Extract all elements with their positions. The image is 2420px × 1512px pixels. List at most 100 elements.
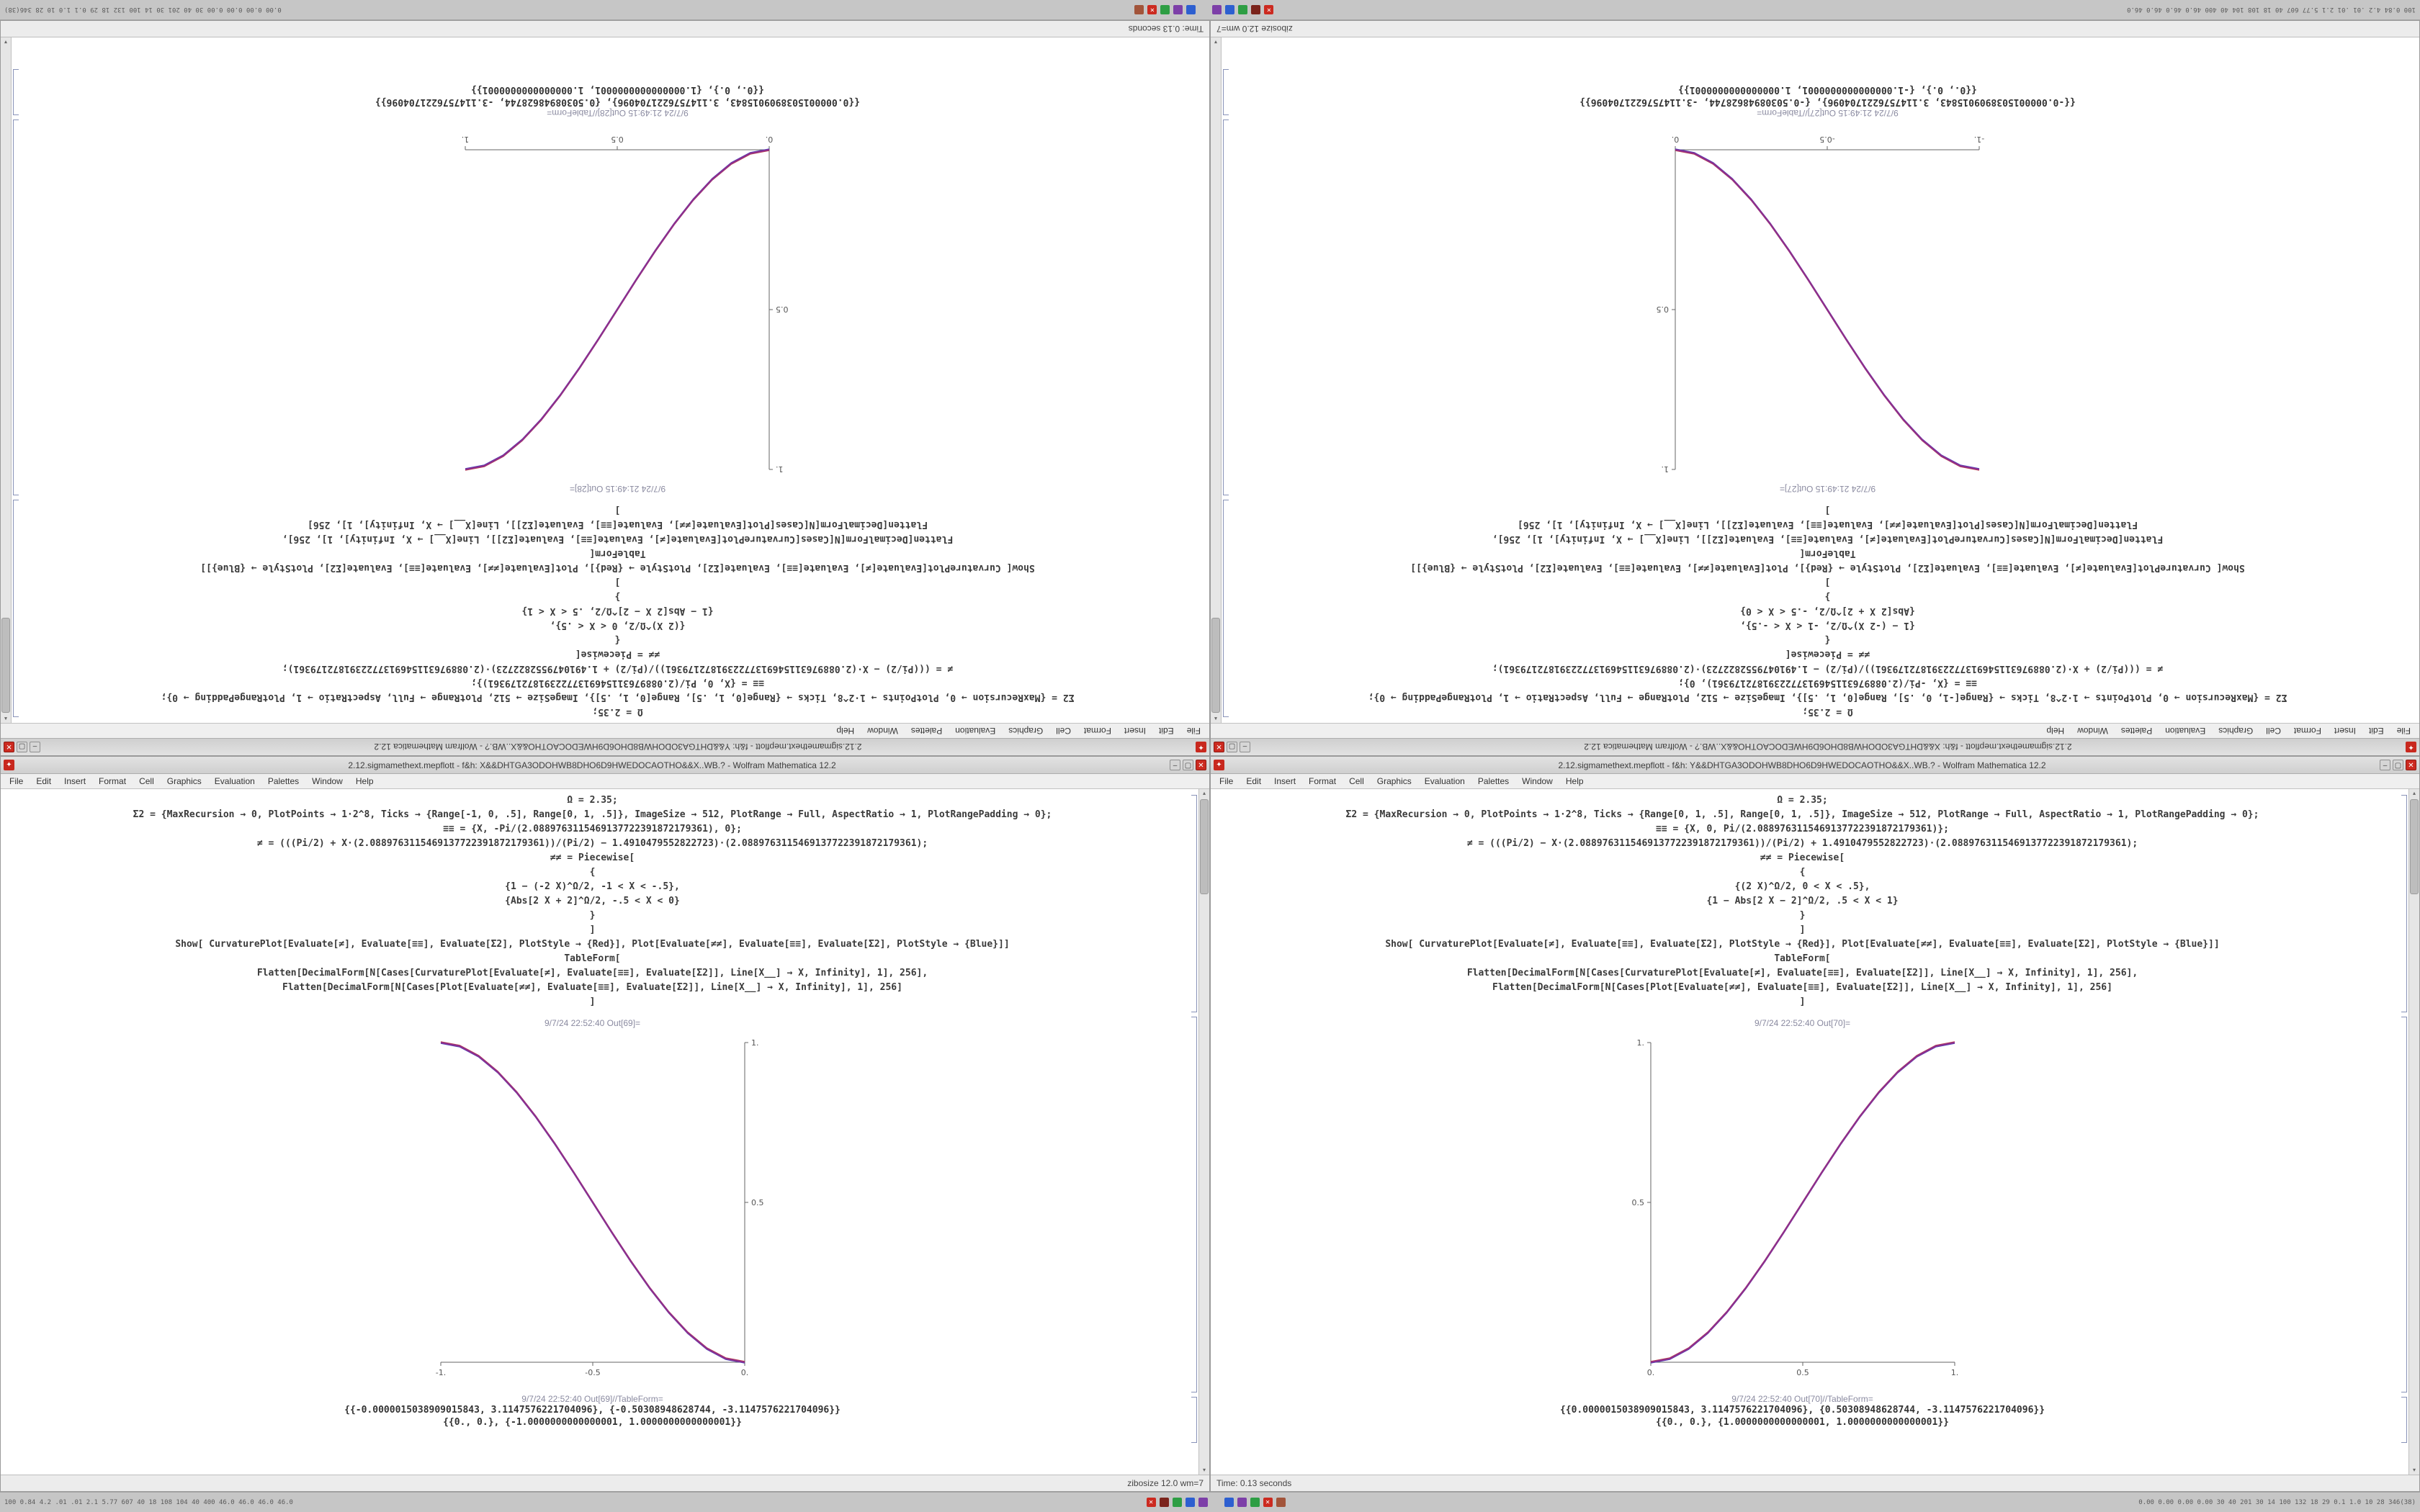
tray-icon-maroon[interactable] [1251, 5, 1261, 14]
minimize-button[interactable]: – [1240, 742, 1250, 752]
tray-icon-brown[interactable] [1276, 1498, 1286, 1507]
menu-file[interactable]: File [9, 776, 24, 786]
cell-bracket-plot[interactable] [13, 120, 19, 495]
cell-bracket-table[interactable] [2401, 1397, 2407, 1443]
menu-graphics[interactable]: Graphics [1376, 776, 1412, 786]
menu-help[interactable]: Help [2046, 726, 2065, 736]
tray-icon-close-red[interactable]: ✕ [1146, 1498, 1156, 1507]
tray-icon-blue-2[interactable] [1224, 1498, 1234, 1507]
notebook-area[interactable]: Ω = 2.35; Σ2 = {MaxRecursion → 0, PlotPo… [1, 789, 1184, 1475]
menu-evaluation[interactable]: Evaluation [2165, 726, 2206, 736]
close-button[interactable]: ✕ [4, 742, 14, 752]
menu-help[interactable]: Help [355, 776, 374, 786]
maximize-button[interactable]: ▢ [17, 742, 27, 752]
tray-icon-blue[interactable] [1185, 1498, 1195, 1507]
menu-edit[interactable]: Edit [36, 776, 52, 786]
vertical-scrollbar[interactable]: ▴ ▾ [1, 37, 12, 723]
menu-file[interactable]: File [1186, 726, 1201, 736]
cell-bracket-column[interactable] [1184, 789, 1198, 1475]
menu-format[interactable]: Format [1083, 726, 1111, 736]
tray-icon-purple-2[interactable] [1237, 1498, 1247, 1507]
menu-edit[interactable]: Edit [2368, 726, 2384, 736]
cell-bracket-table[interactable] [1191, 1397, 1197, 1443]
scroll-thumb[interactable] [1211, 618, 1220, 713]
scroll-up-arrow[interactable]: ▴ [4, 716, 8, 722]
window-titlebar[interactable]: ✦ 2.12.sigmamethext.mepflott - f&h: Y&&D… [1211, 757, 2419, 774]
tray-icon-purple[interactable] [1198, 1498, 1208, 1507]
notebook-area[interactable]: Ω = 2.35; Σ2 = {MaxRecursion → 0, PlotPo… [1236, 37, 2419, 723]
cell-bracket-table[interactable] [13, 69, 19, 115]
menu-cell[interactable]: Cell [1056, 726, 1071, 736]
menu-window[interactable]: Window [867, 726, 898, 736]
close-button[interactable]: ✕ [1196, 760, 1206, 770]
menu-cell[interactable]: Cell [139, 776, 154, 786]
menu-cell[interactable]: Cell [1349, 776, 1364, 786]
cell-bracket-input[interactable] [2401, 795, 2407, 1012]
scroll-up-arrow[interactable]: ▴ [1214, 716, 1218, 722]
menu-graphics[interactable]: Graphics [2218, 726, 2254, 736]
minimize-button[interactable]: – [30, 742, 40, 752]
cell-bracket-input[interactable] [13, 500, 19, 717]
notebook-area[interactable]: Ω = 2.35; Σ2 = {MaxRecursion → 0, PlotPo… [1211, 789, 2394, 1475]
menu-palettes[interactable]: Palettes [1477, 776, 1510, 786]
menu-graphics[interactable]: Graphics [1008, 726, 1044, 736]
minimize-button[interactable]: – [1170, 760, 1180, 770]
menu-insert[interactable]: Insert [64, 776, 86, 786]
menu-cell[interactable]: Cell [2266, 726, 2281, 736]
menu-window[interactable]: Window [1522, 776, 1553, 786]
tray-icon-blue[interactable] [1225, 5, 1235, 14]
menu-window[interactable]: Window [2077, 726, 2108, 736]
menu-file[interactable]: File [2396, 726, 2411, 736]
menu-help[interactable]: Help [836, 726, 855, 736]
scroll-down-arrow[interactable]: ▾ [2412, 1467, 2416, 1473]
menu-format[interactable]: Format [2293, 726, 2321, 736]
cell-bracket-column[interactable] [2394, 789, 2408, 1475]
input-cell[interactable]: Ω = 2.35; Σ2 = {MaxRecursion → 0, PlotPo… [26, 503, 1209, 719]
cell-bracket-plot[interactable] [2401, 1017, 2407, 1392]
cell-bracket-column[interactable] [1222, 37, 1236, 723]
tray-icon-red-2[interactable]: ✕ [1147, 5, 1157, 14]
tray-icon-green-2[interactable] [1160, 5, 1170, 14]
menu-file[interactable]: File [1219, 776, 1234, 786]
menu-evaluation[interactable]: Evaluation [1424, 776, 1465, 786]
tray-icon-brown[interactable] [1134, 5, 1144, 14]
window-titlebar[interactable]: ✦ 2.12.sigmamethext.mepflott - f&h: Y&&D… [1, 738, 1209, 755]
scroll-thumb[interactable] [1, 618, 10, 713]
cell-bracket-plot[interactable] [1191, 1017, 1197, 1392]
minimize-button[interactable]: – [2380, 760, 2390, 770]
tray-icon-green-2[interactable] [1250, 1498, 1260, 1507]
input-cell[interactable]: Ω = 2.35; Σ2 = {MaxRecursion → 0, PlotPo… [1211, 793, 2394, 1009]
scroll-down-arrow[interactable]: ▾ [1214, 39, 1218, 45]
scroll-up-arrow[interactable]: ▴ [2412, 790, 2416, 796]
menu-help[interactable]: Help [1565, 776, 1584, 786]
input-cell[interactable]: Ω = 2.35; Σ2 = {MaxRecursion → 0, PlotPo… [1236, 503, 2419, 719]
scroll-up-arrow[interactable]: ▴ [1202, 790, 1206, 796]
maximize-button[interactable]: ▢ [1227, 742, 1237, 752]
menu-palettes[interactable]: Palettes [2120, 726, 2153, 736]
vertical-scrollbar[interactable]: ▴ ▾ [1211, 37, 1222, 723]
tray-icon-maroon[interactable] [1159, 1498, 1169, 1507]
menu-edit[interactable]: Edit [1246, 776, 1262, 786]
tray-icon-blue-2[interactable] [1186, 5, 1196, 14]
menu-insert[interactable]: Insert [2334, 726, 2356, 736]
cell-bracket-input[interactable] [1223, 500, 1229, 717]
window-titlebar[interactable]: ✦ 2.12.sigmamethext.mepflott - f&h: X&&D… [1211, 738, 2419, 755]
tray-icon-green[interactable] [1238, 5, 1248, 14]
menu-insert[interactable]: Insert [1124, 726, 1146, 736]
maximize-button[interactable]: ▢ [1183, 760, 1193, 770]
close-button[interactable]: ✕ [2406, 760, 2416, 770]
menu-evaluation[interactable]: Evaluation [955, 726, 996, 736]
cell-bracket-plot[interactable] [1223, 120, 1229, 495]
menu-edit[interactable]: Edit [1158, 726, 1174, 736]
menu-window[interactable]: Window [312, 776, 343, 786]
notebook-area[interactable]: Ω = 2.35; Σ2 = {MaxRecursion → 0, PlotPo… [26, 37, 1209, 723]
tray-icon-red-2[interactable]: ✕ [1263, 1498, 1273, 1507]
cell-bracket-table[interactable] [1223, 69, 1229, 115]
tray-icon-purple-2[interactable] [1173, 5, 1183, 14]
menu-graphics[interactable]: Graphics [166, 776, 202, 786]
close-button[interactable]: ✕ [1214, 742, 1224, 752]
menu-palettes[interactable]: Palettes [267, 776, 300, 786]
menu-evaluation[interactable]: Evaluation [214, 776, 255, 786]
menu-insert[interactable]: Insert [1274, 776, 1296, 786]
cell-bracket-input[interactable] [1191, 795, 1197, 1012]
